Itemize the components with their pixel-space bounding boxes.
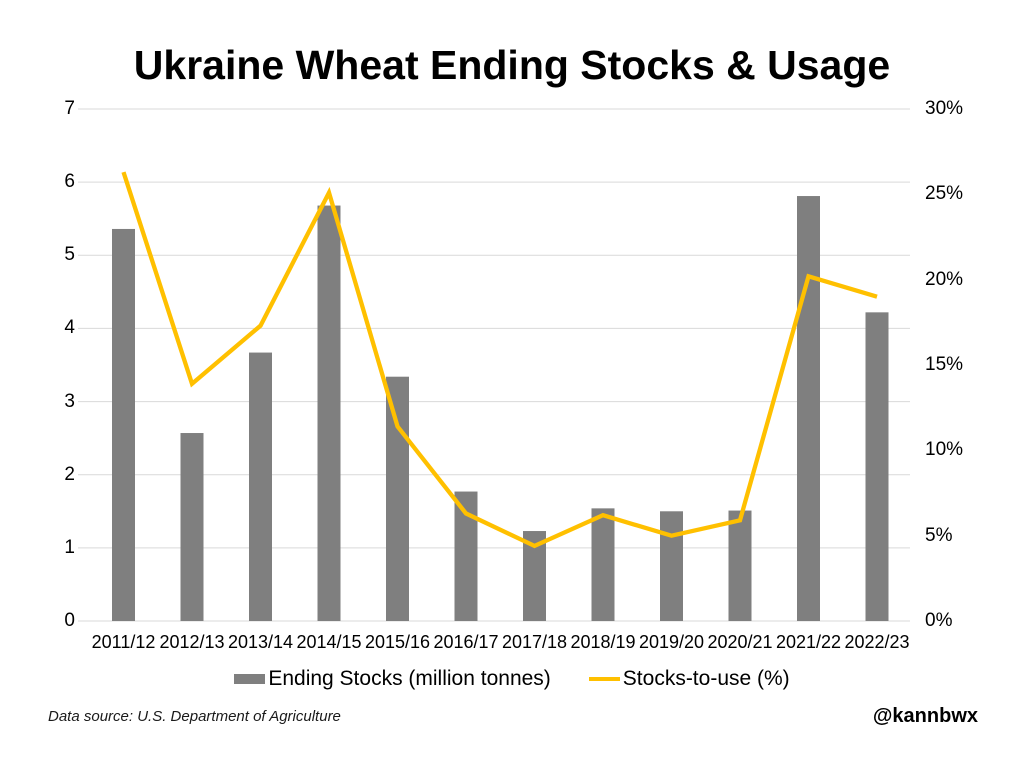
x-axis-tick-label: 2022/23 — [844, 632, 910, 652]
right-axis-tick-label: 20% — [925, 268, 964, 290]
x-axis-tick-label: 2019/20 — [638, 632, 705, 652]
right-axis-tick-label: 30% — [925, 98, 964, 119]
x-axis-tick-label: 2021/22 — [775, 632, 842, 652]
right-axis-tick-label: 0% — [925, 610, 953, 631]
ending-stocks-bar — [591, 508, 615, 621]
legend-label-stocks-to-use: Stocks-to-use (%) — [622, 667, 790, 690]
ending-stocks-bar — [660, 511, 683, 621]
left-axis-tick-label: 7 — [64, 98, 75, 119]
legend-label-ending-stocks: Ending Stocks (million tonnes) — [268, 667, 551, 690]
ending-stocks-bar — [180, 433, 204, 621]
ending-stocks-bar — [865, 312, 889, 621]
ending-stocks-bar — [317, 205, 341, 621]
x-axis-tick-label: 2016/17 — [433, 632, 499, 652]
right-axis-tick-label: 15% — [925, 354, 964, 375]
x-axis-tick-label: 2014/15 — [296, 632, 362, 652]
ending-stocks-bar — [454, 491, 478, 621]
x-axis-tick-label: 2017/18 — [501, 632, 568, 652]
left-axis-tick-label: 0 — [64, 610, 75, 631]
left-axis-tick-label: 1 — [64, 536, 75, 558]
ending-stocks-bar — [797, 196, 820, 622]
ending-stocks-bar — [249, 352, 272, 621]
bar-series-swatch-icon — [234, 674, 266, 684]
line-series-swatch-icon — [588, 676, 620, 682]
x-axis-tick-label: 2013/14 — [227, 632, 294, 652]
right-axis-tick-label: 5% — [925, 524, 953, 546]
stocks-to-use-line — [121, 171, 878, 549]
ending-stocks-bar — [112, 228, 135, 621]
chart-title: Ukraine Wheat Ending Stocks & Usage — [133, 42, 891, 88]
legend-item-stocks-to-use: Stocks-to-use (%) — [588, 667, 790, 691]
left-axis-tick-label: 5 — [64, 244, 75, 266]
ending-stocks-bar — [386, 376, 409, 621]
left-axis-tick-label: 3 — [64, 390, 75, 412]
left-axis-tick-label: 2 — [64, 463, 75, 485]
x-axis-tick-label: 2011/12 — [91, 632, 156, 652]
ending-stocks-bar — [728, 510, 752, 621]
author-handle: @kannbwx — [872, 705, 978, 727]
right-axis-tick-label: 25% — [925, 183, 964, 205]
left-axis-tick-label: 4 — [64, 317, 75, 339]
ending-stocks-bar — [523, 531, 546, 621]
x-axis-tick-label: 2018/19 — [570, 632, 636, 652]
x-axis-tick-label: 2012/13 — [159, 632, 225, 652]
right-axis-tick-label: 10% — [925, 439, 964, 461]
legend: Ending Stocks (million tonnes) Stocks-to… — [0, 663, 1024, 695]
x-axis-tick-label: 2020/21 — [707, 632, 773, 652]
data-source-note: Data source: U.S. Department of Agricult… — [48, 708, 341, 725]
legend-item-ending-stocks: Ending Stocks (million tonnes) — [234, 667, 551, 691]
x-axis-tick-label: 2015/16 — [364, 632, 431, 652]
left-axis-tick-label: 6 — [64, 171, 75, 193]
